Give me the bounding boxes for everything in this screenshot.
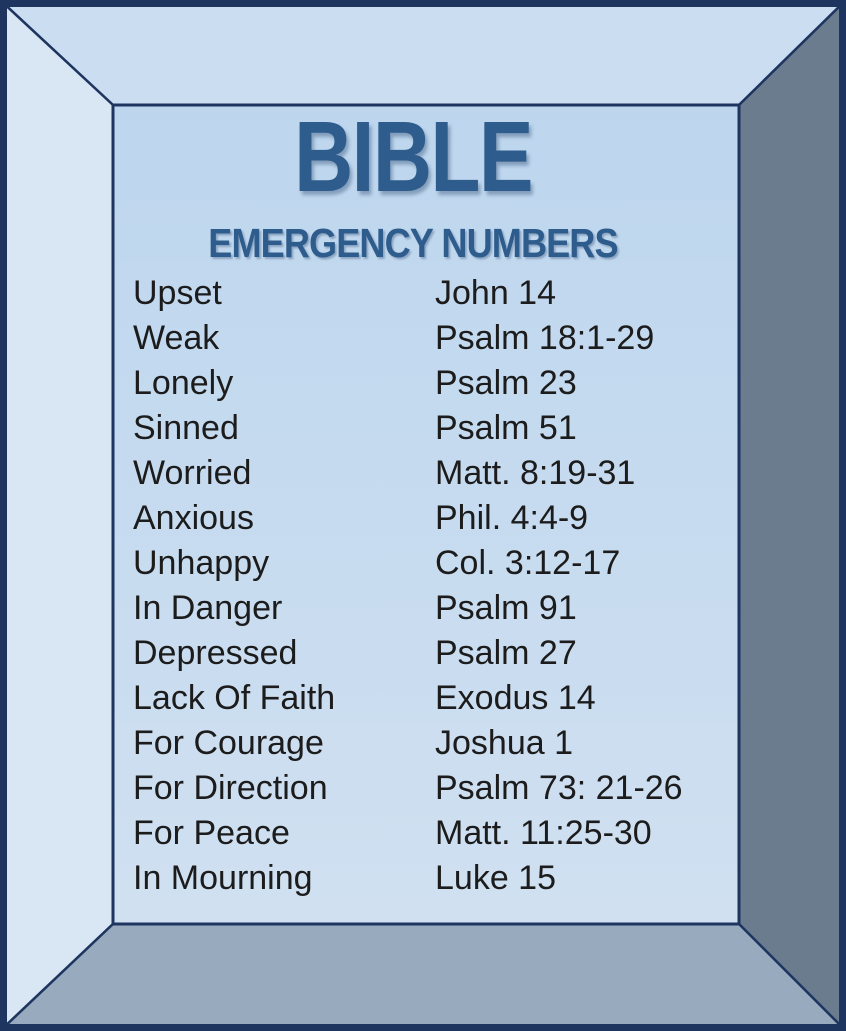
- poster-subtitle: EMERGENCY NUMBERS: [208, 220, 618, 266]
- frame-facet-right: [737, 0, 846, 1031]
- feeling-label: In Mourning: [133, 859, 313, 897]
- poster-title: BIBLE: [294, 101, 533, 213]
- feeling-label: Upset: [133, 274, 222, 312]
- feeling-label: Depressed: [133, 634, 298, 672]
- verse-reference: Psalm 51: [435, 409, 577, 447]
- list-item: For Direction Psalm 73: 21-26: [100, 766, 726, 811]
- feeling-label: Unhappy: [133, 544, 270, 582]
- feeling-label: Sinned: [133, 409, 239, 447]
- verse-reference: Joshua 1: [435, 724, 573, 762]
- title-block: BIBLE: [100, 107, 726, 207]
- list-item: Worried Matt. 8:19-31: [100, 451, 726, 496]
- feeling-label: Lonely: [133, 364, 234, 402]
- list-item: For Peace Matt. 11:25-30: [100, 811, 726, 856]
- feeling-label: Anxious: [133, 499, 254, 537]
- feeling-label: For Peace: [133, 814, 290, 852]
- inner-panel: [111, 103, 741, 926]
- list-item: Sinned Psalm 51: [100, 406, 726, 451]
- feeling-label: Worried: [133, 454, 252, 492]
- list-item: Anxious Phil. 4:4-9: [100, 496, 726, 541]
- verse-reference: Matt. 11:25-30: [435, 814, 652, 852]
- verse-reference: Exodus 14: [435, 679, 596, 717]
- list-item: Weak Psalm 18:1-29: [100, 316, 726, 361]
- verse-reference: Psalm 27: [435, 634, 577, 672]
- frame-facet-left: [0, 0, 115, 1031]
- emergency-list: Upset John 14 Weak Psalm 18:1-29 Lonely …: [100, 271, 726, 901]
- verse-reference: Matt. 8:19-31: [435, 454, 636, 492]
- feeling-label: Weak: [133, 319, 220, 357]
- list-item: In Mourning Luke 15: [100, 856, 726, 901]
- list-item: For Courage Joshua 1: [100, 721, 726, 766]
- frame-facet-bottom: [0, 922, 846, 1031]
- verse-reference: Phil. 4:4-9: [435, 499, 589, 537]
- list-item: Lack Of Faith Exodus 14: [100, 676, 726, 721]
- list-item: Unhappy Col. 3:12-17: [100, 541, 726, 586]
- feeling-label: In Danger: [133, 589, 283, 627]
- verse-reference: John 14: [435, 274, 556, 312]
- poster-content: BIBLE BIBLE EMERGENCY NUMBERS EMERGENCY …: [100, 105, 726, 924]
- verse-reference: Col. 3:12-17: [435, 544, 621, 582]
- frame-facet-top: [0, 0, 846, 107]
- verse-reference: Luke 15: [435, 859, 556, 897]
- list-item: Upset John 14: [100, 271, 726, 316]
- list-item: In Danger Psalm 91: [100, 586, 726, 631]
- verse-reference: Psalm 91: [435, 589, 577, 627]
- feeling-label: Lack Of Faith: [133, 679, 336, 717]
- feeling-label: For Direction: [133, 769, 328, 807]
- feeling-label: For Courage: [133, 724, 324, 762]
- list-item: Depressed Psalm 27: [100, 631, 726, 676]
- verse-reference: Psalm 18:1-29: [435, 319, 655, 357]
- subtitle-block: EMERGENCY NUMBERS: [100, 223, 726, 264]
- list-item: Lonely Psalm 23: [100, 361, 726, 406]
- verse-reference: Psalm 73: 21-26: [435, 769, 683, 807]
- verse-reference: Psalm 23: [435, 364, 577, 402]
